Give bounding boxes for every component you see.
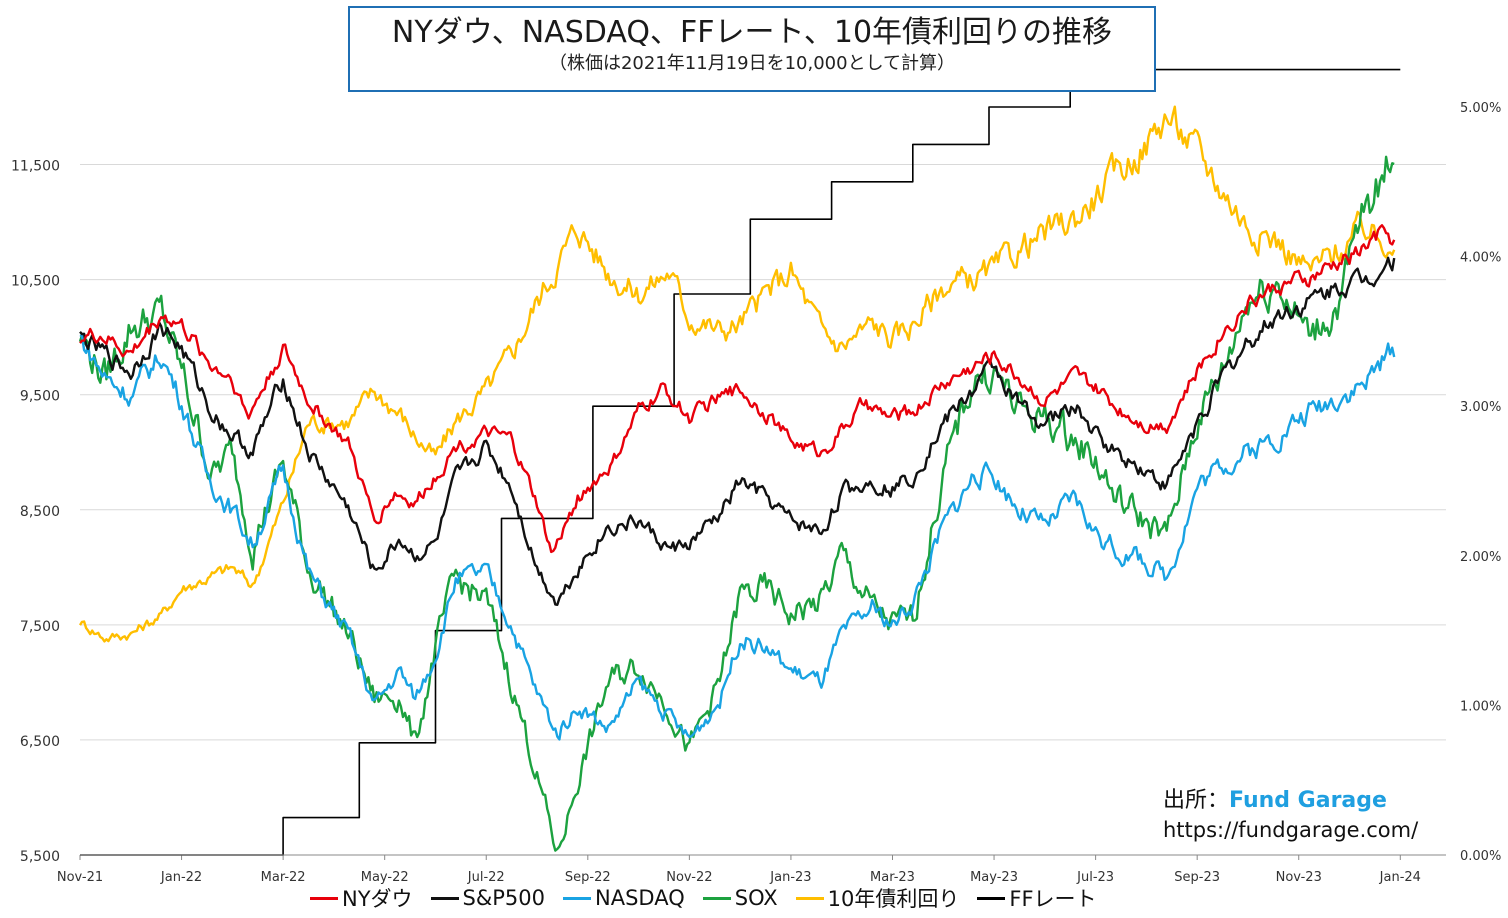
legend-swatch — [430, 896, 459, 900]
left-tick-label: 11,500 — [11, 159, 60, 175]
legend-item: NASDAQ — [563, 886, 685, 910]
chart-subtitle: （株価は2021年11月19日を10,000として計算） — [548, 53, 956, 74]
x-tick-label: Jul-22 — [467, 870, 505, 885]
legend-item: SOX — [702, 886, 778, 910]
chart-legend: NYダウ S&P500 NASDAQ SOX 10年債利回り FFレート — [310, 884, 1115, 912]
series-line-2 — [79, 333, 1396, 741]
legend-label: SOX — [734, 886, 778, 910]
left-tick-label: 6,500 — [20, 734, 60, 750]
title-box: NYダウ、NASDAQ、FFレート、10年債利回りの推移 （株価は2021年11… — [348, 6, 1156, 92]
source-brand: Fund Garage — [1229, 788, 1387, 813]
series-line-4 — [78, 105, 1396, 643]
left-tick-label: 8,500 — [20, 504, 60, 520]
source-url: https://fundgarage.com/ — [1163, 818, 1419, 842]
legend-item: FFレート — [977, 883, 1097, 913]
x-axis: Nov-21 Jan-22 Mar-22 May-22 Jul-22 Sep-22 Nov-… — [57, 855, 1421, 885]
legend-item: S&P500 — [430, 886, 545, 910]
right-tick-label: 3.00% — [1460, 400, 1501, 415]
x-tick-label: Mar-23 — [870, 870, 915, 885]
left-tick-label: 10,500 — [11, 274, 60, 290]
source-credit: 出所：Fund Garage — [1163, 782, 1387, 814]
legend-label: 10年債利回り — [827, 887, 960, 911]
plot-background — [80, 107, 1446, 855]
legend-label: NYダウ — [342, 887, 413, 911]
legend-label: NASDAQ — [595, 886, 685, 910]
legend-swatch — [977, 896, 1006, 900]
right-axis: 0.00% 1.00% 2.00% 3.00% 4.00% 5.00% — [1460, 101, 1501, 864]
left-tick-label: 7,500 — [20, 619, 60, 635]
legend-swatch — [310, 896, 338, 900]
legend-swatch — [795, 896, 824, 900]
left-tick-label: 5,500 — [20, 849, 60, 865]
series-line-1 — [79, 256, 1396, 606]
legend-item: 10年債利回り — [795, 883, 960, 913]
x-tick-label: Jan-23 — [769, 870, 811, 885]
left-axis: 5,500 6,500 7,500 8,500 9,500 10,500 11,500 — [11, 159, 60, 865]
right-tick-label: 2.00% — [1460, 550, 1501, 565]
source-label: 出所： — [1163, 788, 1230, 813]
x-tick-label: Jan-24 — [1379, 870, 1421, 885]
x-tick-label: Nov-23 — [1276, 870, 1322, 885]
series-line-0 — [79, 224, 1396, 554]
x-tick-label: Sep-23 — [1174, 870, 1220, 885]
x-tick-label: Jan-22 — [160, 870, 202, 885]
x-tick-label: Mar-22 — [261, 870, 306, 885]
x-tick-label: Nov-21 — [57, 870, 103, 885]
legend-swatch — [563, 896, 591, 900]
right-tick-label: 4.00% — [1460, 251, 1501, 266]
series-line-3 — [78, 155, 1395, 852]
right-tick-label: 0.00% — [1460, 849, 1501, 864]
chart-title: NYダウ、NASDAQ、FFレート、10年債利回りの推移 — [391, 15, 1113, 50]
series-line-5 — [80, 68, 1401, 856]
right-tick-label: 1.00% — [1460, 699, 1501, 714]
series-layer — [78, 68, 1401, 856]
left-tick-label: 9,500 — [20, 389, 60, 405]
legend-item: NYダウ — [310, 883, 413, 913]
legend-label: FFレート — [1009, 887, 1097, 911]
x-tick-label: May-22 — [361, 870, 409, 885]
x-tick-label: Jul-23 — [1076, 870, 1114, 885]
x-tick-label: Nov-22 — [666, 870, 712, 885]
legend-label: S&P500 — [462, 886, 545, 910]
x-tick-label: May-23 — [970, 870, 1018, 885]
legend-swatch — [702, 896, 731, 900]
right-tick-label: 5.00% — [1460, 101, 1501, 116]
x-tick-label: Sep-22 — [565, 870, 611, 885]
